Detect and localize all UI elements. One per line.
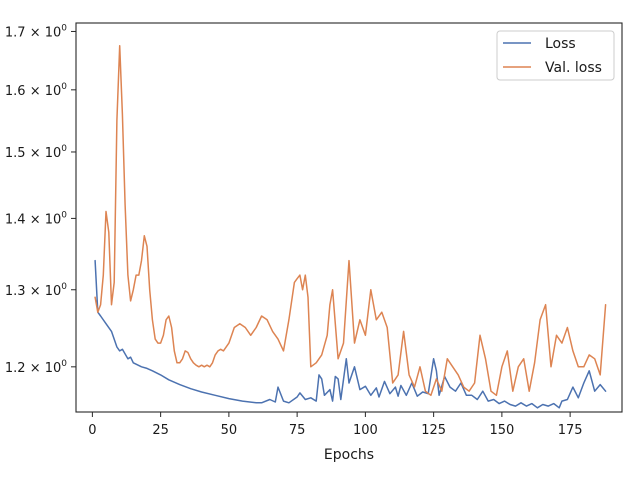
x-tick-label: 125 bbox=[421, 423, 446, 438]
plot-lines bbox=[94, 44, 607, 409]
y-tick-base: 1.5 × 10 bbox=[5, 146, 61, 161]
y-tick-exponent: 0 bbox=[61, 359, 67, 369]
legend-label: Loss bbox=[545, 36, 576, 52]
y-tick-exponent: 0 bbox=[61, 82, 67, 92]
y-tick-base: 1.3 × 10 bbox=[5, 284, 61, 299]
legend: Loss Val. loss bbox=[496, 30, 615, 81]
y-tick-base: 1.7 × 10 bbox=[5, 25, 61, 40]
y-tick-base: 1.4 × 10 bbox=[5, 212, 61, 227]
y-tick-exponent: 0 bbox=[61, 23, 67, 33]
y-tick-label: 1.6 × 100 bbox=[5, 82, 67, 99]
y-tick-exponent: 0 bbox=[61, 144, 67, 154]
y-tick-label: 1.2 × 100 bbox=[5, 359, 67, 376]
x-tick-label: 0 bbox=[88, 423, 96, 438]
y-tick-label: 1.4 × 100 bbox=[5, 210, 67, 227]
y-tick-base: 1.2 × 10 bbox=[5, 361, 61, 376]
legend-label: Val. loss bbox=[545, 60, 602, 76]
series-line-loss bbox=[94, 259, 607, 409]
y-tick-label: 1.5 × 100 bbox=[5, 144, 67, 161]
x-axis: 0 25 50 75 100 125 150 175 bbox=[88, 412, 583, 438]
y-tick-label: 1.3 × 100 bbox=[5, 282, 67, 299]
series-line-val-loss bbox=[94, 44, 607, 397]
y-tick-exponent: 0 bbox=[61, 282, 67, 292]
y-tick-base: 1.6 × 10 bbox=[5, 84, 61, 99]
x-tick-label: 100 bbox=[353, 423, 378, 438]
x-tick-label: 175 bbox=[558, 423, 583, 438]
axes-frame bbox=[75, 22, 623, 413]
y-tick-label: 1.7 × 100 bbox=[5, 23, 67, 40]
x-tick-label: 25 bbox=[152, 423, 169, 438]
x-axis-label: Epochs bbox=[324, 447, 374, 463]
x-tick-label: 50 bbox=[221, 423, 238, 438]
y-tick-exponent: 0 bbox=[61, 210, 67, 220]
x-tick-label: 75 bbox=[289, 423, 306, 438]
x-tick-label: 150 bbox=[489, 423, 514, 438]
